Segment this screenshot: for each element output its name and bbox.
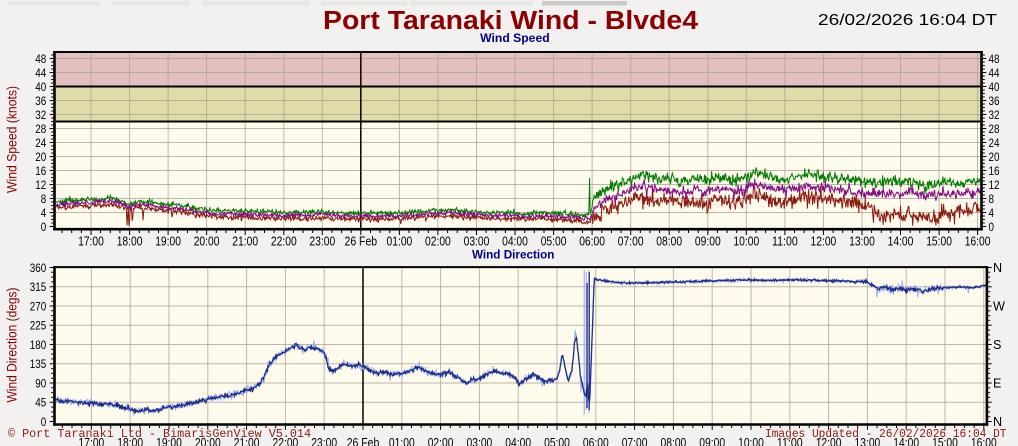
svg-text:18:00: 18:00 (117, 435, 143, 446)
svg-text:11:00: 11:00 (777, 435, 803, 446)
svg-text:8: 8 (989, 192, 995, 206)
svg-text:02:00: 02:00 (428, 435, 454, 446)
svg-text:40: 40 (989, 80, 1000, 94)
svg-text:09:00: 09:00 (699, 435, 725, 446)
svg-text:16: 16 (989, 164, 1000, 178)
svg-text:03:00: 03:00 (464, 233, 490, 248)
svg-text:Wind Direction: Wind Direction (472, 247, 555, 261)
svg-text:12:00: 12:00 (811, 233, 837, 248)
svg-text:02:00: 02:00 (425, 233, 451, 248)
svg-text:12:00: 12:00 (816, 435, 842, 446)
svg-text:04:00: 04:00 (502, 233, 528, 248)
svg-text:16: 16 (35, 164, 46, 178)
svg-text:06:00: 06:00 (579, 233, 605, 248)
svg-text:26 Feb: 26 Feb (345, 233, 378, 248)
svg-text:W: W (993, 300, 1005, 314)
svg-text:05:00: 05:00 (544, 435, 570, 446)
svg-text:09:00: 09:00 (695, 233, 721, 248)
svg-text:01:00: 01:00 (387, 233, 413, 248)
svg-text:20:00: 20:00 (195, 435, 221, 446)
svg-text:10:00: 10:00 (733, 233, 759, 248)
svg-text:135: 135 (30, 357, 47, 371)
svg-text:48: 48 (989, 52, 1000, 66)
svg-text:08:00: 08:00 (656, 233, 682, 248)
svg-text:16:00: 16:00 (971, 435, 997, 446)
svg-text:24: 24 (989, 136, 1000, 150)
svg-text:Wind Direction (degs): Wind Direction (degs) (5, 288, 20, 403)
svg-text:48: 48 (35, 52, 46, 66)
svg-text:12: 12 (35, 178, 46, 192)
svg-text:05:00: 05:00 (541, 233, 567, 248)
svg-text:E: E (993, 377, 1001, 391)
svg-text:17:00: 17:00 (79, 435, 105, 446)
svg-text:4: 4 (989, 206, 995, 220)
svg-text:N: N (993, 261, 1002, 275)
svg-text:24: 24 (35, 136, 46, 150)
svg-text:20:00: 20:00 (194, 233, 220, 248)
svg-text:Wind Speed (knots): Wind Speed (knots) (5, 86, 20, 193)
svg-text:22:00: 22:00 (273, 435, 299, 446)
svg-text:36: 36 (35, 94, 46, 108)
svg-text:Images Updated - 26/02/2026 16: Images Updated - 26/02/2026 16:04 DT (765, 427, 1007, 441)
svg-text:11:00: 11:00 (772, 233, 798, 248)
svg-text:180: 180 (30, 338, 47, 352)
svg-text:12: 12 (989, 178, 1000, 192)
svg-text:14:00: 14:00 (888, 233, 914, 248)
svg-text:N: N (993, 415, 1002, 429)
svg-text:Port Taranaki Wind - Blvde4: Port Taranaki Wind - Blvde4 (323, 7, 699, 35)
svg-text:19:00: 19:00 (155, 233, 181, 248)
svg-text:32: 32 (989, 108, 1000, 122)
svg-text:Wind Speed: Wind Speed (480, 31, 550, 45)
svg-text:19:00: 19:00 (156, 435, 182, 446)
svg-text:21:00: 21:00 (234, 435, 260, 446)
svg-text:36: 36 (989, 94, 1000, 108)
svg-text:0: 0 (989, 220, 995, 234)
svg-text:0: 0 (41, 415, 47, 429)
svg-text:04:00: 04:00 (505, 435, 531, 446)
svg-text:06:00: 06:00 (583, 435, 609, 446)
svg-text:13:00: 13:00 (849, 233, 875, 248)
svg-text:21:00: 21:00 (232, 233, 258, 248)
svg-text:32: 32 (35, 108, 46, 122)
svg-text:4: 4 (41, 206, 47, 220)
svg-text:90: 90 (35, 376, 46, 390)
svg-text:28: 28 (989, 122, 1000, 136)
svg-text:44: 44 (35, 66, 46, 80)
svg-text:315: 315 (30, 280, 47, 294)
svg-text:07:00: 07:00 (618, 233, 644, 248)
svg-text:26 Feb: 26 Feb (347, 435, 380, 446)
svg-text:03:00: 03:00 (467, 435, 493, 446)
svg-text:45: 45 (35, 396, 46, 410)
svg-text:44: 44 (989, 66, 1000, 80)
svg-text:23:00: 23:00 (311, 435, 337, 446)
svg-text:17:00: 17:00 (78, 233, 104, 248)
svg-text:40: 40 (35, 80, 46, 94)
svg-text:07:00: 07:00 (622, 435, 648, 446)
svg-text:13:00: 13:00 (855, 435, 881, 446)
svg-text:20: 20 (35, 150, 46, 164)
svg-text:14:00: 14:00 (893, 435, 919, 446)
svg-text:23:00: 23:00 (309, 233, 335, 248)
svg-text:18:00: 18:00 (117, 233, 143, 248)
svg-text:8: 8 (41, 192, 47, 206)
svg-text:0: 0 (41, 220, 47, 234)
svg-text:26/02/2026 16:04 DT: 26/02/2026 16:04 DT (818, 12, 997, 29)
svg-text:10:00: 10:00 (738, 435, 764, 446)
svg-text:22:00: 22:00 (271, 233, 297, 248)
svg-text:01:00: 01:00 (389, 435, 415, 446)
svg-text:28: 28 (35, 122, 46, 136)
svg-text:16:00: 16:00 (965, 233, 991, 248)
svg-text:08:00: 08:00 (661, 435, 687, 446)
svg-text:360: 360 (30, 261, 47, 275)
svg-text:225: 225 (30, 319, 47, 333)
svg-text:15:00: 15:00 (926, 233, 952, 248)
svg-text:© Port Taranaki Ltd - BimarisG: © Port Taranaki Ltd - BimarisGenView V5.… (8, 427, 311, 441)
svg-text:20: 20 (989, 150, 1000, 164)
svg-text:270: 270 (30, 299, 47, 313)
svg-text:15:00: 15:00 (932, 435, 958, 446)
svg-text:S: S (993, 338, 1001, 352)
